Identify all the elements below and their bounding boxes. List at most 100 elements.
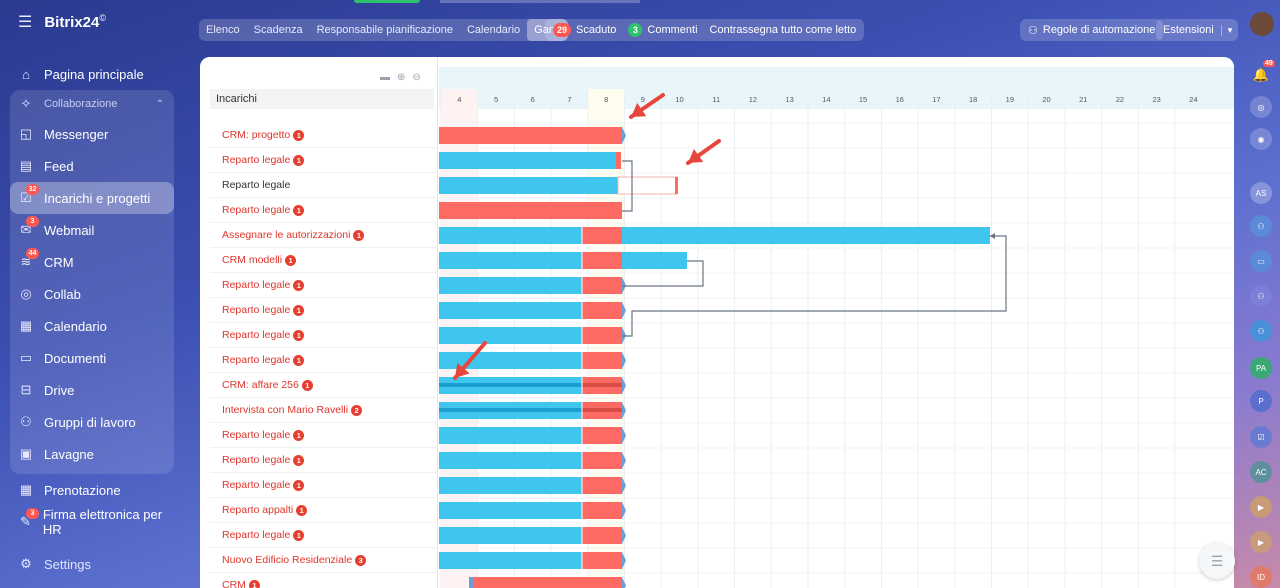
- print-icon[interactable]: ▬: [380, 72, 390, 83]
- contact-avatar[interactable]: AC: [1250, 461, 1272, 483]
- video-call-icon[interactable]: ▶: [1250, 531, 1272, 553]
- gear-icon: ⚙: [20, 556, 32, 571]
- group-chat-icon[interactable]: ⚇: [1250, 215, 1272, 237]
- tab-calendario[interactable]: Calendario: [466, 24, 521, 36]
- task-bar: [439, 477, 582, 494]
- sidebar-item-prenotazione[interactable]: ▦ Prenotazione: [10, 474, 174, 506]
- task-row[interactable]: CRM 1: [210, 573, 438, 588]
- chevron-up-icon[interactable]: ⌃: [155, 98, 164, 110]
- task-row[interactable]: CRM: affare 256 1: [210, 373, 438, 398]
- sidebar-item-gruppi-di-lavoro[interactable]: ⚇ Gruppi di lavoro: [10, 406, 174, 438]
- contact-avatar[interactable]: ID: [1250, 566, 1272, 588]
- bell-icon[interactable]: 🔔 49: [1252, 60, 1275, 82]
- sidebar-item-drive[interactable]: ⊟ Drive: [10, 374, 174, 406]
- sidebar-item-feed[interactable]: ▤ Feed: [10, 150, 174, 182]
- task-name[interactable]: Reparto legale: [222, 453, 291, 466]
- group-chat-icon[interactable]: ⚇: [1250, 320, 1272, 342]
- day-label: 20: [1042, 95, 1050, 104]
- task-name[interactable]: Reparto legale: [222, 328, 291, 341]
- view-tabs: Elenco Scadenza Responsabile pianificazion…: [199, 19, 569, 41]
- task-name[interactable]: CRM: affare 256: [222, 378, 299, 391]
- sidebar-item-settings[interactable]: ⚙ Settings: [10, 548, 174, 580]
- sidebar-item-webmail[interactable]: ✉ 3 Webmail: [10, 214, 174, 246]
- automation-rules-button[interactable]: ⚇ Regole di automazione: [1020, 19, 1164, 41]
- sidebar-item-crm[interactable]: ≋ 44 CRM: [10, 246, 174, 278]
- chat-icon[interactable]: ▭: [1250, 250, 1272, 272]
- sidebar-item-calendario[interactable]: ▦ Calendario: [10, 310, 174, 342]
- task-row[interactable]: Assegnare le autorizzazioni 1: [210, 223, 438, 248]
- task-row[interactable]: CRM: progetto 1: [210, 123, 438, 148]
- task-name[interactable]: Reparto legale: [222, 478, 291, 491]
- contact-avatar[interactable]: AS: [1250, 182, 1272, 204]
- extensions-button[interactable]: Estensioni ▾: [1156, 19, 1239, 41]
- task-name[interactable]: CRM: progetto: [222, 128, 291, 141]
- zoom-out-icon[interactable]: ⊖: [412, 72, 421, 83]
- menu-icon[interactable]: ☰: [18, 14, 33, 31]
- task-row[interactable]: Reparto legale 1: [210, 198, 438, 223]
- sidebar-item-lavagne[interactable]: ▣ Lavagne: [10, 438, 174, 470]
- tab-scadenza[interactable]: Scadenza: [253, 24, 303, 36]
- task-row[interactable]: Reparto legale 1: [210, 473, 438, 498]
- task-name[interactable]: Reparto legale: [222, 303, 291, 316]
- overdue-counter[interactable]: 29 Scaduto: [553, 23, 616, 37]
- sidebar-item-pagina-principale[interactable]: ⌂ Pagina principale: [10, 58, 174, 90]
- task-bar: [439, 127, 622, 144]
- task-row[interactable]: Reparto legale 1: [210, 148, 438, 173]
- task-row[interactable]: Reparto legale 1: [210, 423, 438, 448]
- task-bar: [582, 427, 622, 444]
- task-name[interactable]: Reparto legale: [222, 203, 291, 216]
- task-name[interactable]: Reparto legale: [222, 278, 291, 291]
- task-name[interactable]: Assegnare le autorizzazioni: [222, 228, 351, 241]
- sidebar-item-messenger[interactable]: ◱ Messenger: [10, 118, 174, 150]
- sidebar-item-collaborazione[interactable]: ✧ Collaborazione ⌃: [10, 90, 174, 118]
- task-name[interactable]: Reparto appalti: [222, 503, 294, 516]
- user-avatar[interactable]: [1250, 12, 1274, 36]
- contact-avatar[interactable]: P: [1250, 390, 1272, 412]
- task-row[interactable]: Reparto legale 1: [210, 348, 438, 373]
- task-name[interactable]: Nuovo Edificio Residenziale: [222, 553, 353, 566]
- task-name[interactable]: Reparto legale: [222, 528, 291, 541]
- mail-icon: ✉: [20, 222, 32, 237]
- sidebar-item-documenti[interactable]: ▭ Documenti: [10, 342, 174, 374]
- task-row[interactable]: Reparto legale: [210, 173, 438, 198]
- dependency-line: [622, 160, 633, 212]
- task-row[interactable]: Reparto legale 1: [210, 523, 438, 548]
- task-name[interactable]: Reparto legale: [222, 353, 291, 366]
- task-row[interactable]: Reparto legale 1: [210, 323, 438, 348]
- chat-search-icon[interactable]: ◉: [1250, 128, 1272, 150]
- tasks-chat-icon[interactable]: ☑: [1250, 426, 1272, 448]
- gantt-panel: ▬ ⊕ ⊖ Incarichi CRM: progetto 1 Reparto le…: [200, 57, 1234, 588]
- tab-responsabile-pianificazione[interactable]: Responsabile pianificazione: [316, 24, 453, 36]
- task-row[interactable]: CRM modelli 1: [210, 248, 438, 273]
- zoom-in-icon[interactable]: ⊕: [397, 72, 406, 83]
- copilot-icon[interactable]: ◎: [1250, 96, 1272, 118]
- list-icon[interactable]: ☰: [1199, 543, 1235, 579]
- task-name[interactable]: Reparto legale: [222, 428, 291, 441]
- sidebar: ☰ Bitrix24© ⌂ Pagina principale ✧ Collabora…: [0, 0, 185, 588]
- group-chat-icon[interactable]: ⚇: [1250, 285, 1272, 307]
- task-row[interactable]: Reparto appalti 1: [210, 498, 438, 523]
- task-row[interactable]: Nuovo Edificio Residenziale 3: [210, 548, 438, 573]
- contact-avatar[interactable]: PA: [1250, 357, 1272, 379]
- task-name[interactable]: CRM modelli: [222, 253, 283, 266]
- task-name[interactable]: CRM: [222, 578, 246, 588]
- task-row[interactable]: Reparto legale 1: [210, 298, 438, 323]
- task-name[interactable]: Reparto legale: [222, 153, 291, 166]
- video-call-icon[interactable]: ▶: [1250, 496, 1272, 518]
- chevron-down-icon[interactable]: ▾: [1220, 24, 1239, 36]
- task-name[interactable]: Reparto legale: [222, 178, 291, 191]
- task-bar: [582, 277, 622, 294]
- task-row[interactable]: Reparto legale 1: [210, 448, 438, 473]
- comments-counter[interactable]: 3 Commenti: [628, 23, 698, 37]
- task-row[interactable]: Intervista con Mario Ravelli 2: [210, 398, 438, 423]
- sidebar-item-incarichi-e-progetti[interactable]: ☑ 32 Incarichi e progetti: [10, 182, 174, 214]
- task-row[interactable]: Reparto legale 1: [210, 273, 438, 298]
- sidebar-item-label: Drive: [44, 382, 75, 398]
- mark-read-link[interactable]: Contrassegna tutto come letto: [710, 24, 857, 36]
- sidebar-item-firma-elettronica-per-hr[interactable]: ✎ 3 Firma elettronica per HR: [10, 506, 174, 538]
- task-name[interactable]: Intervista con Mario Ravelli: [222, 403, 349, 416]
- tab-elenco[interactable]: Elenco: [206, 24, 240, 36]
- sidebar-item-label: Collab: [44, 286, 81, 302]
- app-logo[interactable]: Bitrix24©: [44, 13, 107, 31]
- sidebar-item-collab[interactable]: ◎ Collab: [10, 278, 174, 310]
